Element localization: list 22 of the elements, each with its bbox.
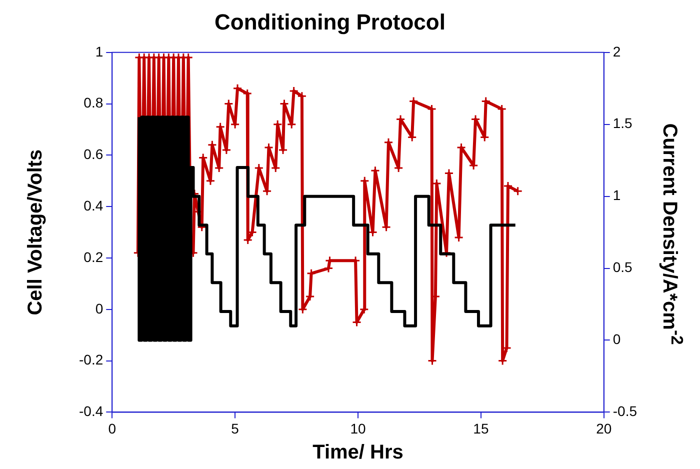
y2-tick-label: -0.5 xyxy=(612,403,638,420)
y2-tick-label: 2 xyxy=(612,43,621,60)
y-tick-label: 0 xyxy=(95,300,104,316)
x-tick-label: 20 xyxy=(596,420,612,436)
y-axis-title: Cell Voltage/Volts xyxy=(24,149,47,316)
x-tick-label: 5 xyxy=(231,420,240,436)
y2-tick-label: 0 xyxy=(612,331,621,348)
y-tick-label: 0.2 xyxy=(84,248,104,265)
y-tick-label: 0.4 xyxy=(84,197,104,214)
y-tick-label: -0.4 xyxy=(79,403,104,420)
y-tick-label: -0.2 xyxy=(79,352,104,368)
chart-title: Conditioning Protocol xyxy=(214,9,446,34)
x-tick-label: 10 xyxy=(350,420,366,436)
y2-tick-label: 1 xyxy=(612,187,621,204)
y2-tick-label: 1.5 xyxy=(612,115,633,132)
y2-tick-label: 0.5 xyxy=(612,259,633,276)
x-tick-label: 15 xyxy=(473,420,489,436)
y-tick-label: 0.8 xyxy=(84,94,104,111)
y-tick-label: 1 xyxy=(95,43,104,60)
x-tick-label: 0 xyxy=(108,420,116,436)
x-axis-title: Time/ Hrs xyxy=(312,442,404,464)
y-tick-label: 0.6 xyxy=(84,146,104,162)
